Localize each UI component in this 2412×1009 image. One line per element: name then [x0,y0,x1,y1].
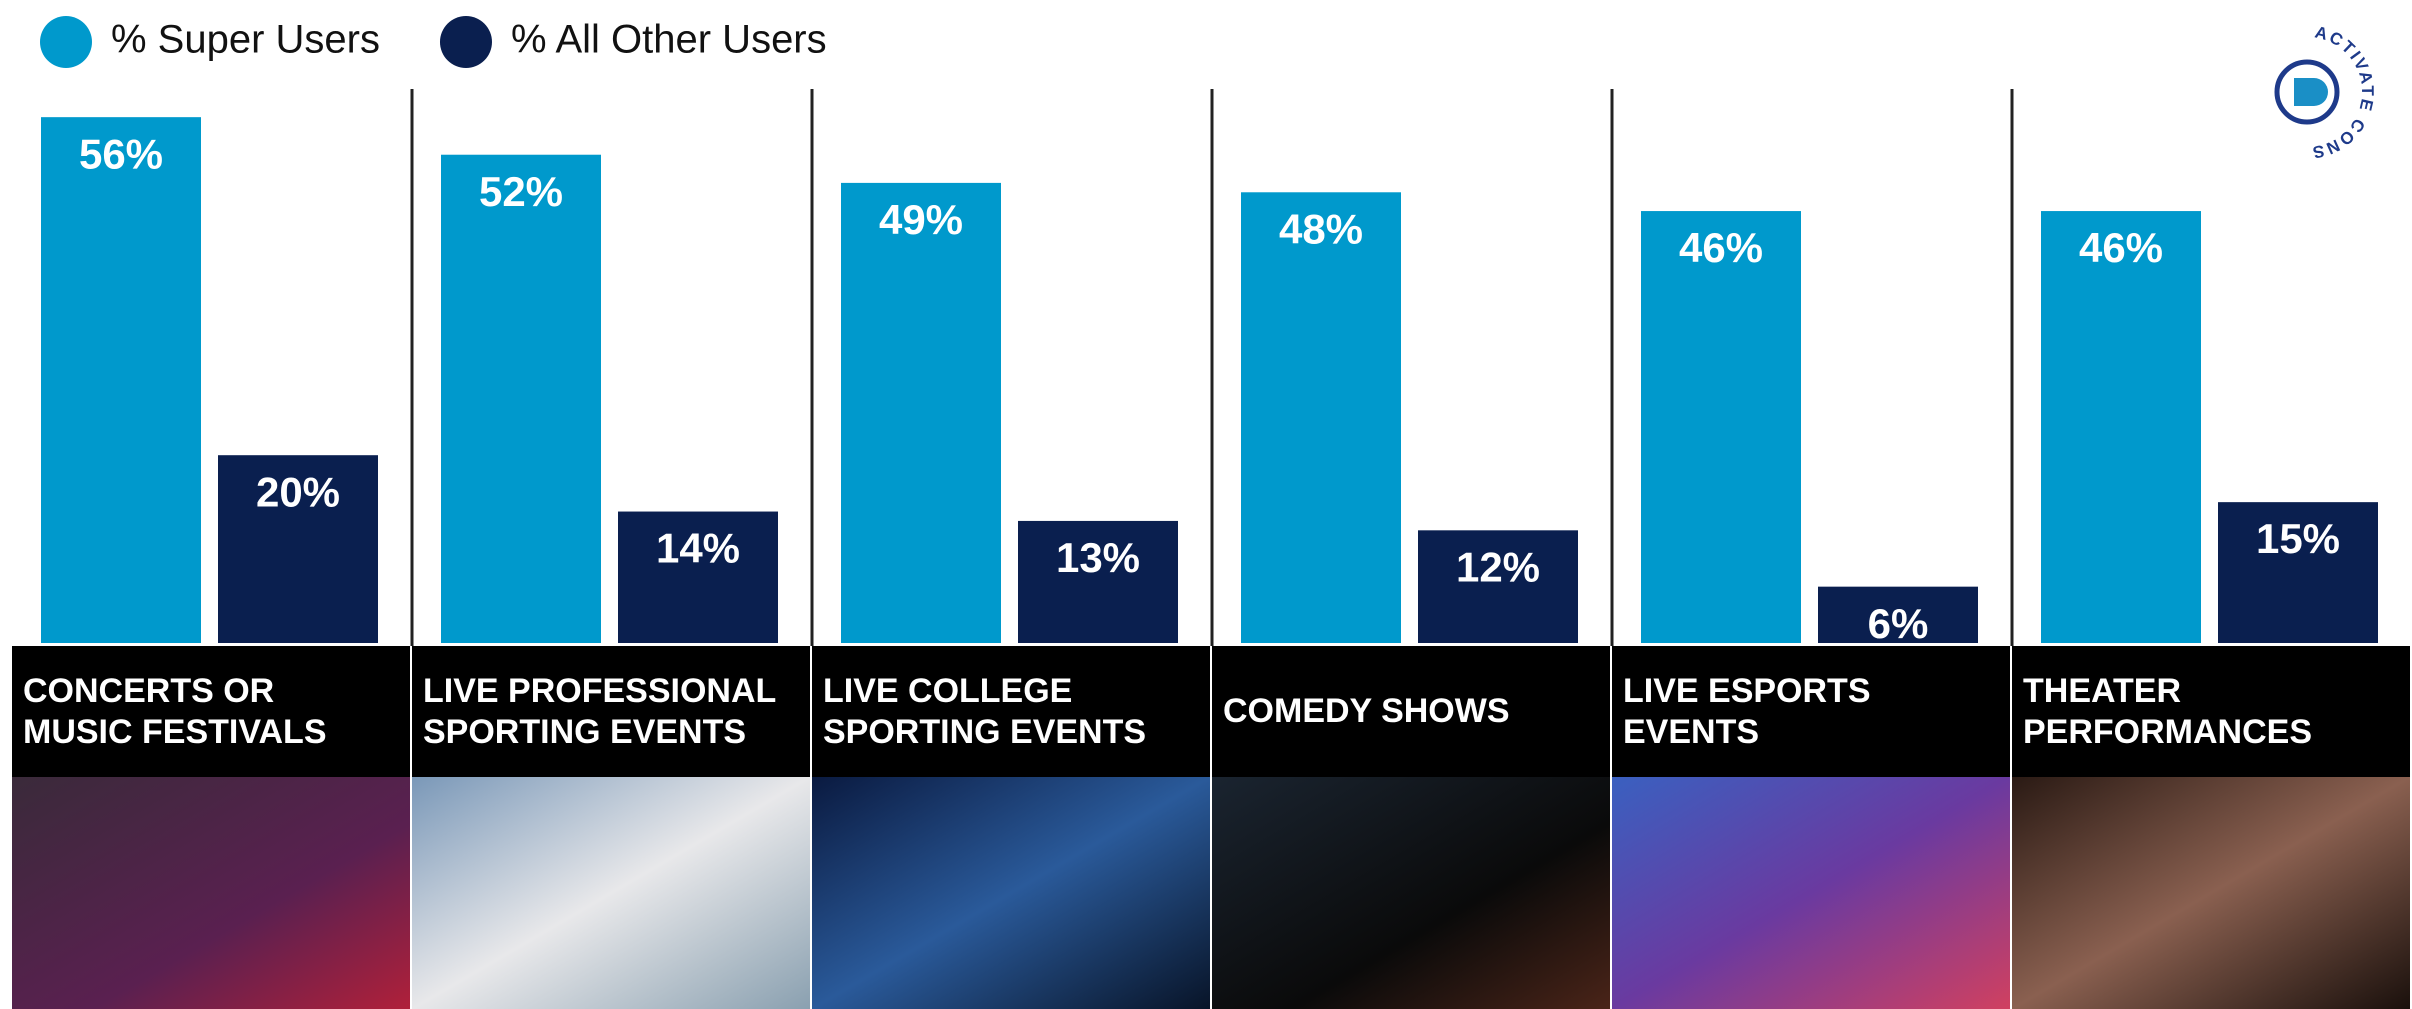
bar [441,155,601,643]
legend-swatch [40,16,92,68]
photo [812,777,1210,1009]
category-label: LIVE ESPORTS EVENTS [1612,646,2002,777]
value-label: 46% [1679,224,1763,271]
photo [12,777,410,1009]
value-label: 14% [656,525,740,572]
bar [1241,192,1401,643]
value-label: 56% [79,130,163,177]
value-label: 48% [1279,205,1363,252]
bar [2041,211,2201,643]
photo [1212,777,1610,1009]
value-label: 13% [1056,534,1140,581]
value-label: 46% [2079,224,2163,271]
photo [2012,777,2410,1009]
category-label: CONCERTS OR MUSIC FESTIVALS [12,646,402,777]
value-label: 52% [479,168,563,215]
bar [1641,211,1801,643]
value-label: 49% [879,196,963,243]
photo [412,777,810,1009]
legend-label: % All Other Users [511,18,827,62]
bar [41,117,201,643]
chart: ACTIVATE CONSUMER INSIGHT % Super Users%… [0,0,2412,1009]
photo [1612,777,2010,1009]
value-label: 20% [256,468,340,515]
logo-icon [2294,78,2328,106]
category-label: LIVE PROFESSIONAL SPORTING EVENTS [412,646,802,777]
value-label: 15% [2256,515,2340,562]
value-label: 12% [1456,543,1540,590]
category-label: LIVE COLLEGE SPORTING EVENTS [812,646,1202,777]
category-label: THEATER PERFORMANCES [2012,646,2402,777]
page: ACTIVATE CONSUMER INSIGHT % Super Users%… [0,0,2412,1009]
value-label: 6% [1868,600,1929,647]
bar [841,183,1001,643]
legend-swatch [440,16,492,68]
legend-label: % Super Users [111,18,380,62]
category-label: COMEDY SHOWS [1212,646,1602,777]
